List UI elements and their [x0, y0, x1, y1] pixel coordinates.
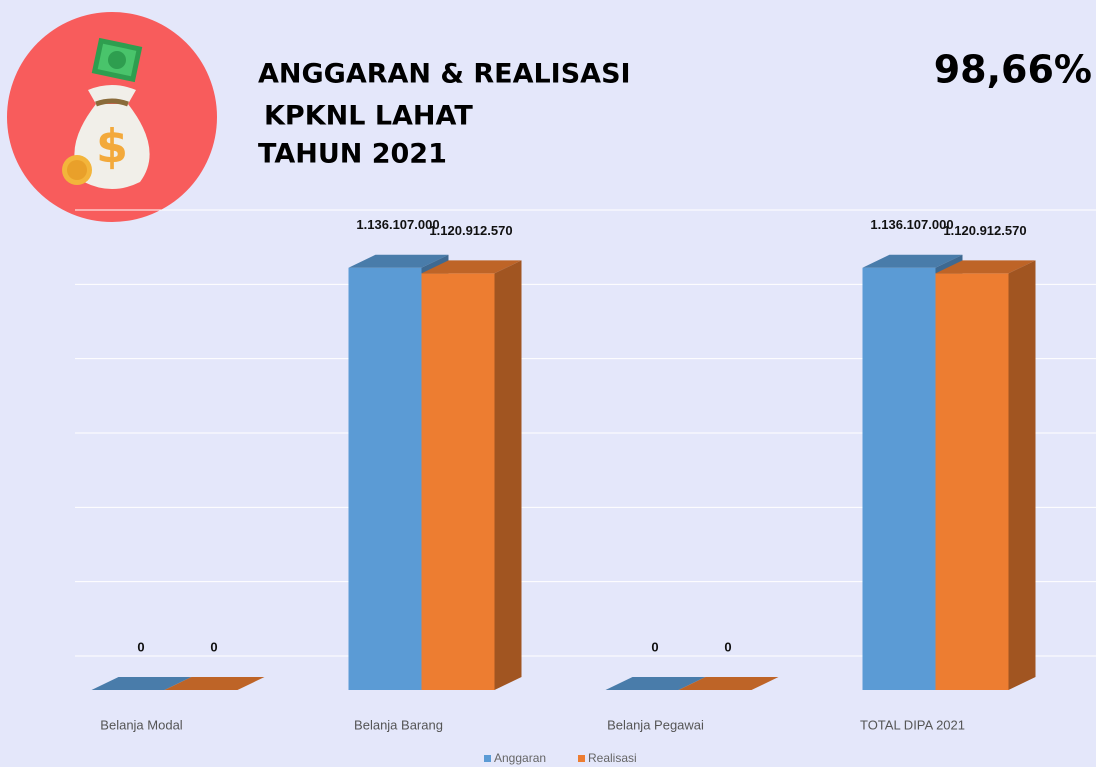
legend-label: Realisasi [588, 751, 637, 765]
bar-top [862, 254, 963, 268]
data-label: 1.120.912.570 [429, 223, 512, 238]
percentage-annotation: 98,66% [934, 48, 1092, 92]
bar-front [862, 267, 936, 690]
chart-title: TAHUN 2021 [258, 139, 447, 170]
bar-top [91, 677, 192, 690]
legend-swatch [578, 755, 585, 762]
data-label: 1.120.912.570 [943, 223, 1026, 238]
bar-top [421, 260, 522, 274]
chart-title: KPKNL LAHAT [264, 101, 473, 132]
chart-title: ANGGARAN & REALISASI [258, 59, 631, 90]
bar-top [935, 260, 1036, 274]
bar-front [935, 273, 1009, 690]
svg-text:$: $ [96, 120, 128, 174]
data-label: 0 [210, 639, 217, 654]
money-bag-icon: $ [62, 37, 150, 189]
legend-label: Anggaran [494, 751, 546, 765]
bar-top [678, 677, 779, 690]
bar-top [605, 677, 706, 690]
legend-swatch [484, 755, 491, 762]
bar-side [494, 260, 522, 690]
x-tick-label: Belanja Barang [354, 717, 443, 732]
bar-top [164, 677, 265, 690]
bar-top [348, 254, 449, 268]
data-label: 0 [724, 639, 731, 654]
x-tick-label: Belanja Pegawai [607, 717, 704, 732]
data-label: 0 [137, 639, 144, 654]
data-label: 1.136.107.000 [356, 217, 439, 232]
bar-side [1008, 260, 1036, 690]
data-label: 0 [651, 639, 658, 654]
bar-front [348, 267, 422, 690]
data-label: 1.136.107.000 [870, 217, 953, 232]
x-tick-label: TOTAL DIPA 2021 [860, 717, 965, 732]
bar-front [421, 273, 495, 690]
x-tick-label: Belanja Modal [100, 717, 182, 732]
